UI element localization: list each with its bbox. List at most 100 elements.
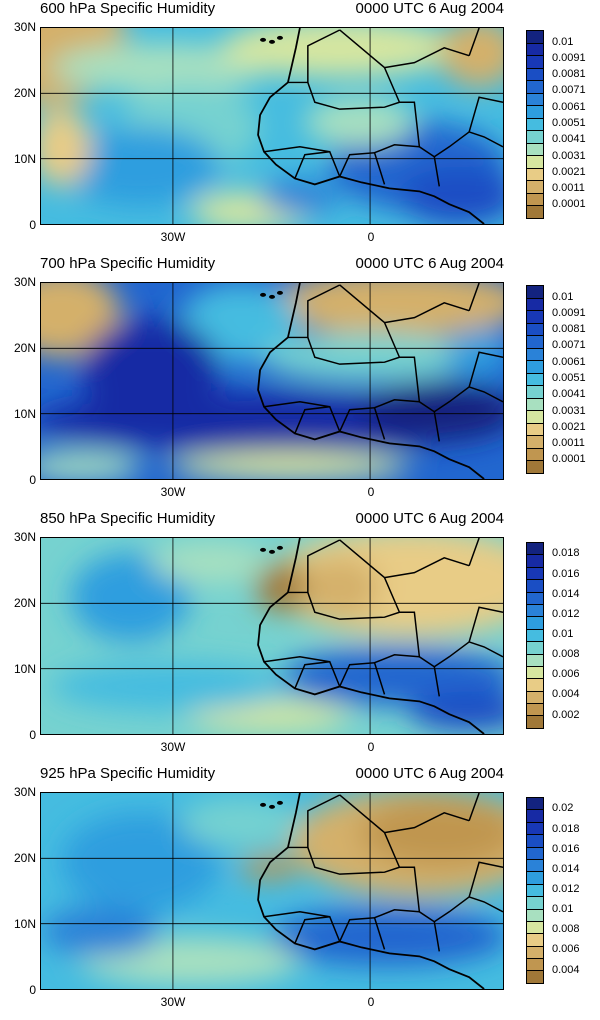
humidity-field: [41, 283, 503, 479]
colorbar-swatch: [526, 372, 544, 387]
country-border: [468, 606, 503, 643]
longitude-label: 0: [367, 995, 375, 1009]
humidity-map: [40, 27, 504, 225]
country-border: [287, 794, 341, 849]
country-border: [374, 144, 420, 154]
country-border: [294, 660, 341, 689]
coastline: [257, 538, 485, 734]
longitude-label: 30W: [160, 485, 186, 499]
country-border: [399, 866, 503, 923]
country-border: [384, 556, 470, 579]
colorbar-swatch: [526, 883, 544, 898]
colorbar-label: 0.0071: [552, 84, 586, 97]
country-border: [468, 28, 480, 56]
latitude-label: 0: [29, 218, 36, 232]
latitude-label: 10N: [13, 662, 36, 676]
country-border: [294, 405, 341, 434]
country-border: [468, 96, 503, 133]
colorbar-swatch: [526, 130, 544, 144]
country-border: [433, 666, 441, 697]
colorbar-label: 0.018: [552, 822, 580, 835]
colorbar-swatch: [526, 435, 544, 449]
country-border: [374, 654, 420, 664]
colorbar-label: 0.0021: [552, 420, 586, 433]
country-border: [399, 611, 503, 668]
country-border: [263, 911, 330, 918]
coastline: [257, 283, 485, 479]
latitude-label: 20N: [13, 86, 36, 100]
colorbar-swatch: [526, 55, 544, 69]
latitude-label: 30N: [13, 20, 36, 34]
colorbar-label: 0.004: [552, 688, 580, 701]
colorbar: [526, 285, 544, 474]
map-panel-4: 925 hPa Specific Humidity 0000 UTC 6 Aug …: [0, 765, 600, 1020]
colorbar-swatch: [526, 335, 544, 349]
panel-title: 925 hPa Specific Humidity: [40, 765, 216, 782]
map-panel-1: 600 hPa Specific Humidity 0000 UTC 6 Aug …: [0, 0, 600, 255]
colorbar-swatch: [526, 205, 544, 219]
country-border: [468, 283, 480, 311]
colorbar-swatch: [526, 871, 544, 885]
colorbar-label: 0.002: [552, 708, 580, 721]
colorbar-swatch: [526, 945, 544, 960]
colorbar-swatch: [526, 167, 544, 182]
latitude-label: 0: [29, 473, 36, 487]
colorbar-label: 0.016: [552, 567, 580, 580]
longitude-label: 0: [367, 230, 375, 244]
colorbar-label: 0.008: [552, 648, 580, 661]
country-border: [307, 847, 400, 875]
colorbar-swatch: [526, 690, 544, 705]
humidity-map: [40, 792, 504, 990]
latitude-label: 30N: [13, 275, 36, 289]
colorbar-swatch: [526, 566, 544, 581]
colorbar-swatch: [526, 834, 544, 848]
colorbar-swatch: [526, 117, 544, 132]
colorbar-swatch: [526, 678, 544, 692]
colorbar-label: 0.01: [552, 35, 574, 48]
country-border: [287, 29, 341, 84]
country-border: [307, 82, 400, 110]
colorbar-label: 0.01: [552, 290, 574, 303]
colorbar-label: 0.004: [552, 963, 580, 976]
colorbar-label: 0.0001: [552, 198, 586, 211]
country-border: [374, 909, 420, 919]
colorbar-swatch: [526, 858, 544, 873]
colorbar-swatch: [526, 809, 544, 823]
country-border: [263, 656, 330, 663]
country-border: [399, 356, 503, 413]
colorbar-swatch: [526, 653, 544, 667]
colorbar-swatch: [526, 92, 544, 107]
colorbar-swatch: [526, 285, 544, 299]
colorbar-label: 0.0091: [552, 51, 586, 64]
latitude-label: 20N: [13, 341, 36, 355]
colorbar-swatch: [526, 155, 544, 169]
latitude-label: 10N: [13, 152, 36, 166]
colorbar-swatch: [526, 385, 544, 399]
humidity-map: [40, 282, 504, 480]
colorbar-label: 0.0071: [552, 339, 586, 352]
colorbar-swatch: [526, 554, 544, 568]
colorbar-swatch: [526, 460, 544, 474]
country-border: [339, 406, 386, 440]
colorbar-swatch: [526, 80, 544, 94]
country-border: [307, 337, 400, 365]
country-border: [468, 538, 480, 566]
colorbar-swatch: [526, 616, 544, 630]
colorbar-label: 0.0081: [552, 323, 586, 336]
colorbar-swatch: [526, 67, 544, 82]
latitude-label: 0: [29, 983, 36, 997]
colorbar-swatch: [526, 908, 544, 922]
latitude-label: 10N: [13, 917, 36, 931]
country-border: [339, 151, 386, 185]
colorbar-label: 0.0001: [552, 453, 586, 466]
humidity-map: [40, 537, 504, 735]
colorbar-swatch: [526, 846, 544, 860]
colorbar-label: 0.018: [552, 547, 580, 560]
colorbar-swatch: [526, 896, 544, 910]
humidity-field: [41, 538, 503, 734]
latitude-label: 0: [29, 728, 36, 742]
colorbar: [526, 30, 544, 219]
colorbar-label: 0.0041: [552, 388, 586, 401]
colorbar-swatch: [526, 322, 544, 337]
colorbar-label: 0.0081: [552, 68, 586, 81]
